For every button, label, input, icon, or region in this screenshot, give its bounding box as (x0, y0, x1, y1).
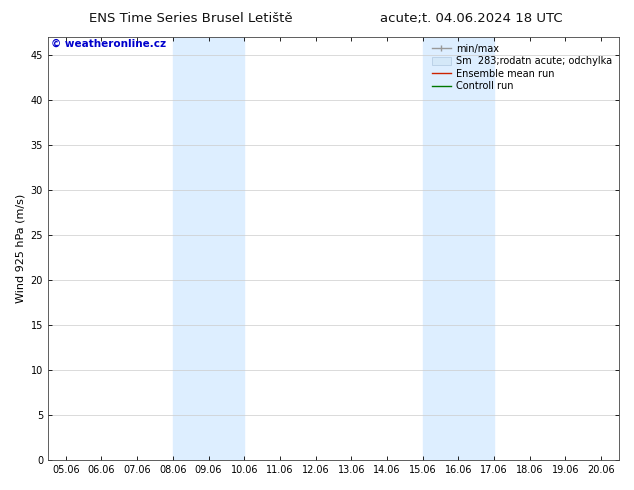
Bar (423, 37, 494, 460)
Text: © weatheronline.cz: © weatheronline.cz (51, 39, 166, 49)
Legend: min/max, Sm  283;rodatn acute; odchylka, Ensemble mean run, Controll run: min/max, Sm 283;rodatn acute; odchylka, … (430, 42, 614, 93)
Bar (173, 37, 244, 460)
Text: acute;t. 04.06.2024 18 UTC: acute;t. 04.06.2024 18 UTC (380, 12, 563, 25)
Text: ENS Time Series Brusel Letiště: ENS Time Series Brusel Letiště (89, 12, 292, 25)
Y-axis label: Wind 925 hPa (m/s): Wind 925 hPa (m/s) (15, 194, 25, 303)
